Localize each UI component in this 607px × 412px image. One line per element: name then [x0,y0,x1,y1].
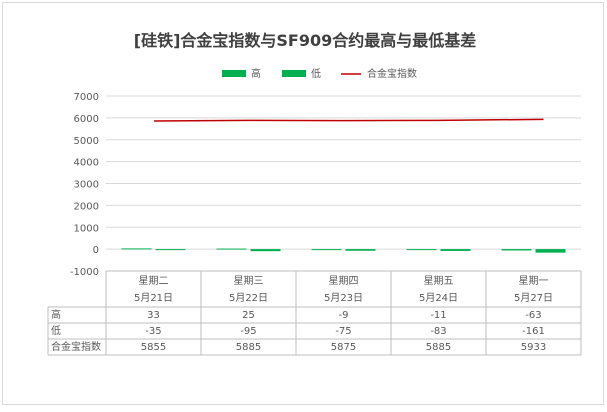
table-cell: 5885 [426,342,451,353]
table-cell: 5875 [331,342,356,353]
bar-high [121,248,152,250]
y-tick-label: 6000 [74,114,99,125]
table-cell: -75 [335,326,351,337]
y-axis: 7000 6000 5000 4000 3000 2000 1000 0 -1000 [70,92,99,278]
table-cell: 25 [242,310,255,321]
table-cell: 33 [147,310,160,321]
bars [121,248,566,253]
table-cell: -95 [240,326,256,337]
table-cell: -161 [522,326,545,337]
y-tick-label: 3000 [74,180,99,191]
data-table: 星期二 5月21日 星期三 5月22日 星期四 5月23日 星期五 5月24日 星期一 5月27日… [47,270,582,356]
row-label: 高 [51,308,61,321]
y-tick-label: 1000 [74,223,99,234]
legend-label: 高 [251,67,261,80]
legend-label: 合金宝指数 [367,67,417,80]
date-label: 5月23日 [324,292,363,304]
date-label: 5月24日 [419,292,458,304]
table-cell: 5885 [236,342,261,353]
row-label: 合金宝指数 [51,340,101,353]
chart-frame [2,2,604,405]
category-label: 星期五 [424,275,454,287]
table-cell: -9 [339,310,349,321]
table-cell: -83 [430,326,446,337]
date-label: 5月21日 [134,292,173,304]
y-tick-label: 2000 [74,201,99,212]
y-tick-label: -1000 [70,267,99,278]
category-label: 星期三 [234,275,264,287]
legend-label: 低 [311,67,321,80]
y-tick-label: 4000 [74,158,99,169]
legend-swatch [222,70,246,77]
bar-high [406,249,437,251]
y-tick-label: 0 [93,245,99,256]
bar-low [250,249,281,252]
category-label: 星期二 [139,275,169,287]
bar-high [216,248,247,250]
table-cell: 5933 [521,342,546,353]
category-label: 星期四 [329,275,359,287]
bar-high [501,249,532,251]
lines [153,118,544,122]
table-cell: -35 [145,326,161,337]
table-cell: 5855 [141,342,166,353]
bar-low [345,249,376,251]
table-cell: -63 [525,310,541,321]
legend: 高 低 合金宝指数 [222,67,417,80]
bar-low [155,249,186,251]
row-label: 低 [51,324,61,337]
line-index [153,118,544,122]
category-label: 星期一 [519,275,549,287]
bar-low [535,249,566,253]
table-cell: -11 [430,310,446,321]
bar-low [440,249,471,251]
y-tick-label: 7000 [74,92,99,103]
date-label: 5月22日 [229,292,268,304]
legend-swatch [282,70,306,77]
date-label: 5月27日 [514,292,553,304]
chart-title: [硅铁]合金宝指数与SF909合约最高与最低基差 [134,31,476,50]
y-tick-label: 5000 [74,136,99,147]
bar-high [311,249,342,251]
